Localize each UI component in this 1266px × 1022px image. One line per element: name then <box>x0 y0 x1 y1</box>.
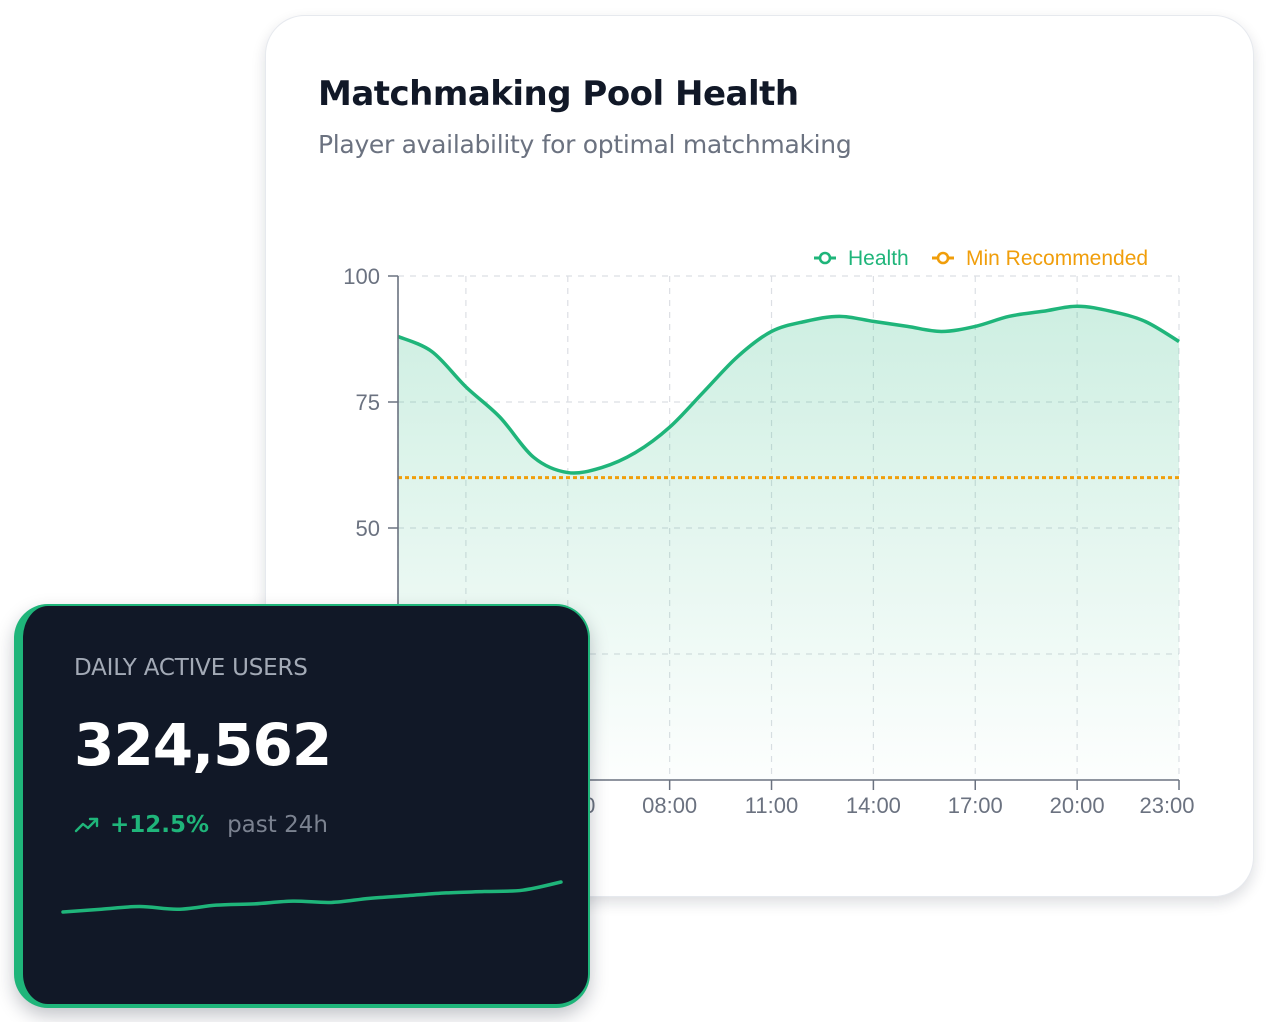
kpi-label: DAILY ACTIVE USERS <box>74 655 308 681</box>
x-tick-label: 17:00 <box>948 793 1003 818</box>
kpi-period: past 24h <box>227 812 328 838</box>
chart-title: Matchmaking Pool Health <box>318 74 799 114</box>
health-line <box>397 304 1180 475</box>
trending-up-icon <box>74 816 100 834</box>
y-tick-label: 100 <box>343 264 380 289</box>
kpi-change: +12.5% <box>110 812 210 838</box>
kpi-trend: +12.5% past 24h <box>74 812 328 838</box>
health-area <box>398 306 1179 780</box>
kpi-value: 324,562 <box>74 711 332 779</box>
x-tick-label: 14:00 <box>846 793 901 818</box>
x-tick-label: 23:00 <box>1139 793 1194 818</box>
y-tick-label: 50 <box>356 516 380 541</box>
min-recommended-legend-label: Min Recommended <box>966 247 1148 270</box>
health-legend-marker <box>818 251 832 265</box>
health-legend-label: Health <box>848 247 909 270</box>
y-tick-label: 75 <box>356 390 380 415</box>
kpi-sparkline-path <box>61 880 563 914</box>
chart-subtitle: Player availability for optimal matchmak… <box>318 130 852 159</box>
x-tick-label: 08:00 <box>642 793 697 818</box>
kpi-sparkline <box>61 880 563 914</box>
x-tick-label: 11:00 <box>745 793 798 818</box>
min-recommended-legend-marker <box>936 251 950 265</box>
daily-active-users-card: DAILY ACTIVE USERS 324,562 +12.5% past 2… <box>14 604 590 1008</box>
x-tick-label: 20:00 <box>1050 793 1105 818</box>
